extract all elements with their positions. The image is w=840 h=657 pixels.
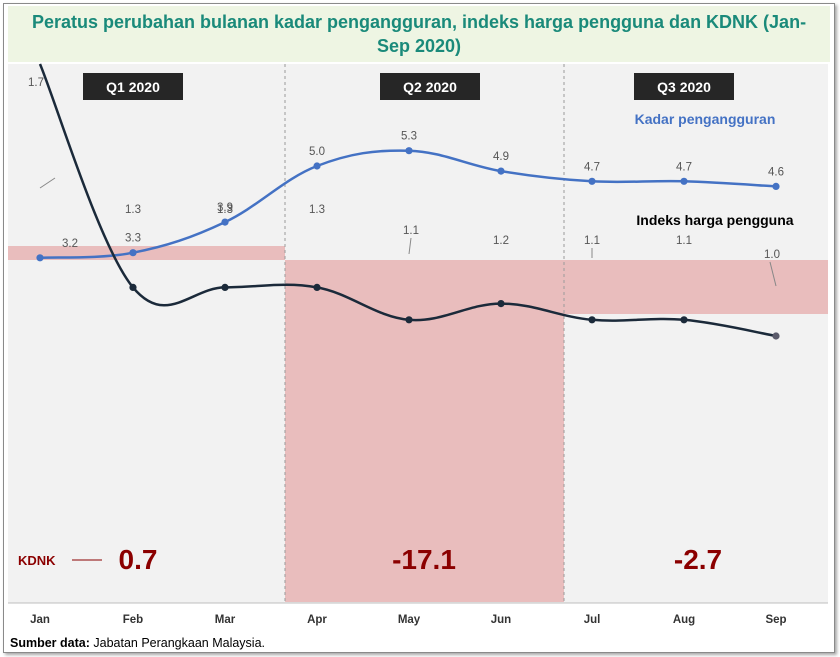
x-tick-label-sep: Sep <box>765 614 786 626</box>
gdp-value-label-2: -17.1 <box>392 544 456 575</box>
unemployment-point-mar <box>221 218 229 226</box>
unemployment-data-label-jan: 3.2 <box>62 238 78 250</box>
x-tick-label-jun: Jun <box>491 614 511 626</box>
cpi-point-feb <box>129 283 137 291</box>
unemployment-point-may <box>405 147 413 155</box>
quarter-label-text: Q2 2020 <box>403 79 457 95</box>
gdp-bar-2 <box>285 260 564 602</box>
cpi-point-sep <box>772 332 780 340</box>
quarter-background-1 <box>8 64 285 603</box>
cpi-point-jul <box>588 316 596 324</box>
unemployment-data-label-apr: 5.0 <box>309 146 325 158</box>
quarter-label-text: Q3 2020 <box>657 79 711 95</box>
quarter-label-2: Q2 2020 <box>380 73 480 100</box>
cpi-point-mar <box>221 283 229 291</box>
quarter-label-text: Q1 2020 <box>106 79 160 95</box>
source-label: Sumber data: <box>10 636 90 650</box>
x-tick-label-jul: Jul <box>584 614 601 626</box>
unemployment-data-label-feb: 3.3 <box>125 233 141 245</box>
cpi-point-apr <box>313 283 321 291</box>
gdp-value-label-3: -2.7 <box>674 544 722 575</box>
source-text: Jabatan Perangkaan Malaysia. <box>93 636 266 650</box>
unemployment-data-label-jul: 4.7 <box>584 161 600 173</box>
source-note: Sumber data: Jabatan Perangkaan Malaysia… <box>10 636 265 650</box>
unemployment-data-label-may: 5.3 <box>401 131 417 143</box>
cpi-data-label-apr: 1.3 <box>309 204 325 216</box>
x-tick-label-jan: Jan <box>30 614 50 626</box>
x-tick-label-feb: Feb <box>123 614 143 626</box>
gdp-bar-3 <box>564 260 828 314</box>
unemployment-point-jun <box>497 167 505 175</box>
cpi-data-label-jul: 1.1 <box>584 235 600 247</box>
quarter-background-3 <box>564 64 828 603</box>
x-tick-label-may: May <box>398 614 421 626</box>
cpi-point-may <box>405 316 413 324</box>
cpi-data-label-jun: 1.2 <box>493 235 509 247</box>
unemployment-data-label-mar: 3.9 <box>217 202 233 214</box>
cpi-data-label-feb: 1.3 <box>125 204 141 216</box>
cpi-point-aug <box>680 316 688 324</box>
cpi-point-jun <box>497 300 505 308</box>
unemployment-data-label-sep: 4.6 <box>768 166 784 178</box>
cpi-data-label-jan: 1.7 <box>28 77 44 89</box>
unemployment-point-jul <box>588 177 596 185</box>
cpi-data-label-sep: 1.0 <box>764 249 780 261</box>
cpi-data-label-mar: 1.3 <box>217 204 233 216</box>
quarter-label-1: Q1 2020 <box>83 73 183 100</box>
unemployment-point-aug <box>680 177 688 185</box>
quarter-label-box <box>83 73 183 100</box>
quarter-label-box <box>380 73 480 100</box>
x-tick-label-aug: Aug <box>673 614 695 626</box>
quarter-label-3: Q3 2020 <box>634 73 734 100</box>
unemployment-data-label-aug: 4.7 <box>676 161 692 173</box>
cpi-leader-line-may <box>408 237 412 255</box>
cpi-data-label-aug: 1.1 <box>676 235 692 247</box>
unemployment-data-label-jun: 4.9 <box>493 151 509 163</box>
x-tick-label-mar: Mar <box>215 614 236 626</box>
gdp-series-label: KDNK <box>18 553 56 568</box>
unemployment-point-feb <box>129 249 137 257</box>
title-bar: Peratus perubahan bulanan kadar pengangg… <box>8 6 830 62</box>
cpi-series-label: Indeks harga pengguna <box>636 212 793 228</box>
unemployment-point-sep <box>772 182 780 190</box>
chart-title: Peratus perubahan bulanan kadar pengangg… <box>31 12 807 56</box>
x-tick-label-apr: Apr <box>307 614 327 626</box>
unemployment-point-jan <box>36 254 44 262</box>
unemployment-leader-line <box>39 177 56 189</box>
quarter-label-box <box>634 73 734 100</box>
cpi-leader-line-sep <box>769 261 777 287</box>
gdp-value-label-1: 0.7 <box>119 544 158 575</box>
unemployment-series-label: Kadar pengangguran <box>635 111 776 127</box>
unemployment-point-apr <box>313 162 321 170</box>
cpi-data-label-may: 1.1 <box>403 225 419 237</box>
